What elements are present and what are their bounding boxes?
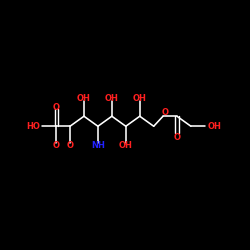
Text: OH: OH <box>133 94 147 103</box>
Text: O: O <box>66 141 73 150</box>
Text: O: O <box>174 132 180 141</box>
Text: O: O <box>52 102 60 112</box>
Text: NH: NH <box>91 141 105 150</box>
Text: O: O <box>162 108 169 117</box>
Text: O: O <box>52 141 60 150</box>
Text: OH: OH <box>105 94 119 103</box>
Text: HO: HO <box>26 122 40 131</box>
Text: OH: OH <box>119 141 133 150</box>
Text: OH: OH <box>77 94 91 103</box>
Text: OH: OH <box>207 122 221 131</box>
